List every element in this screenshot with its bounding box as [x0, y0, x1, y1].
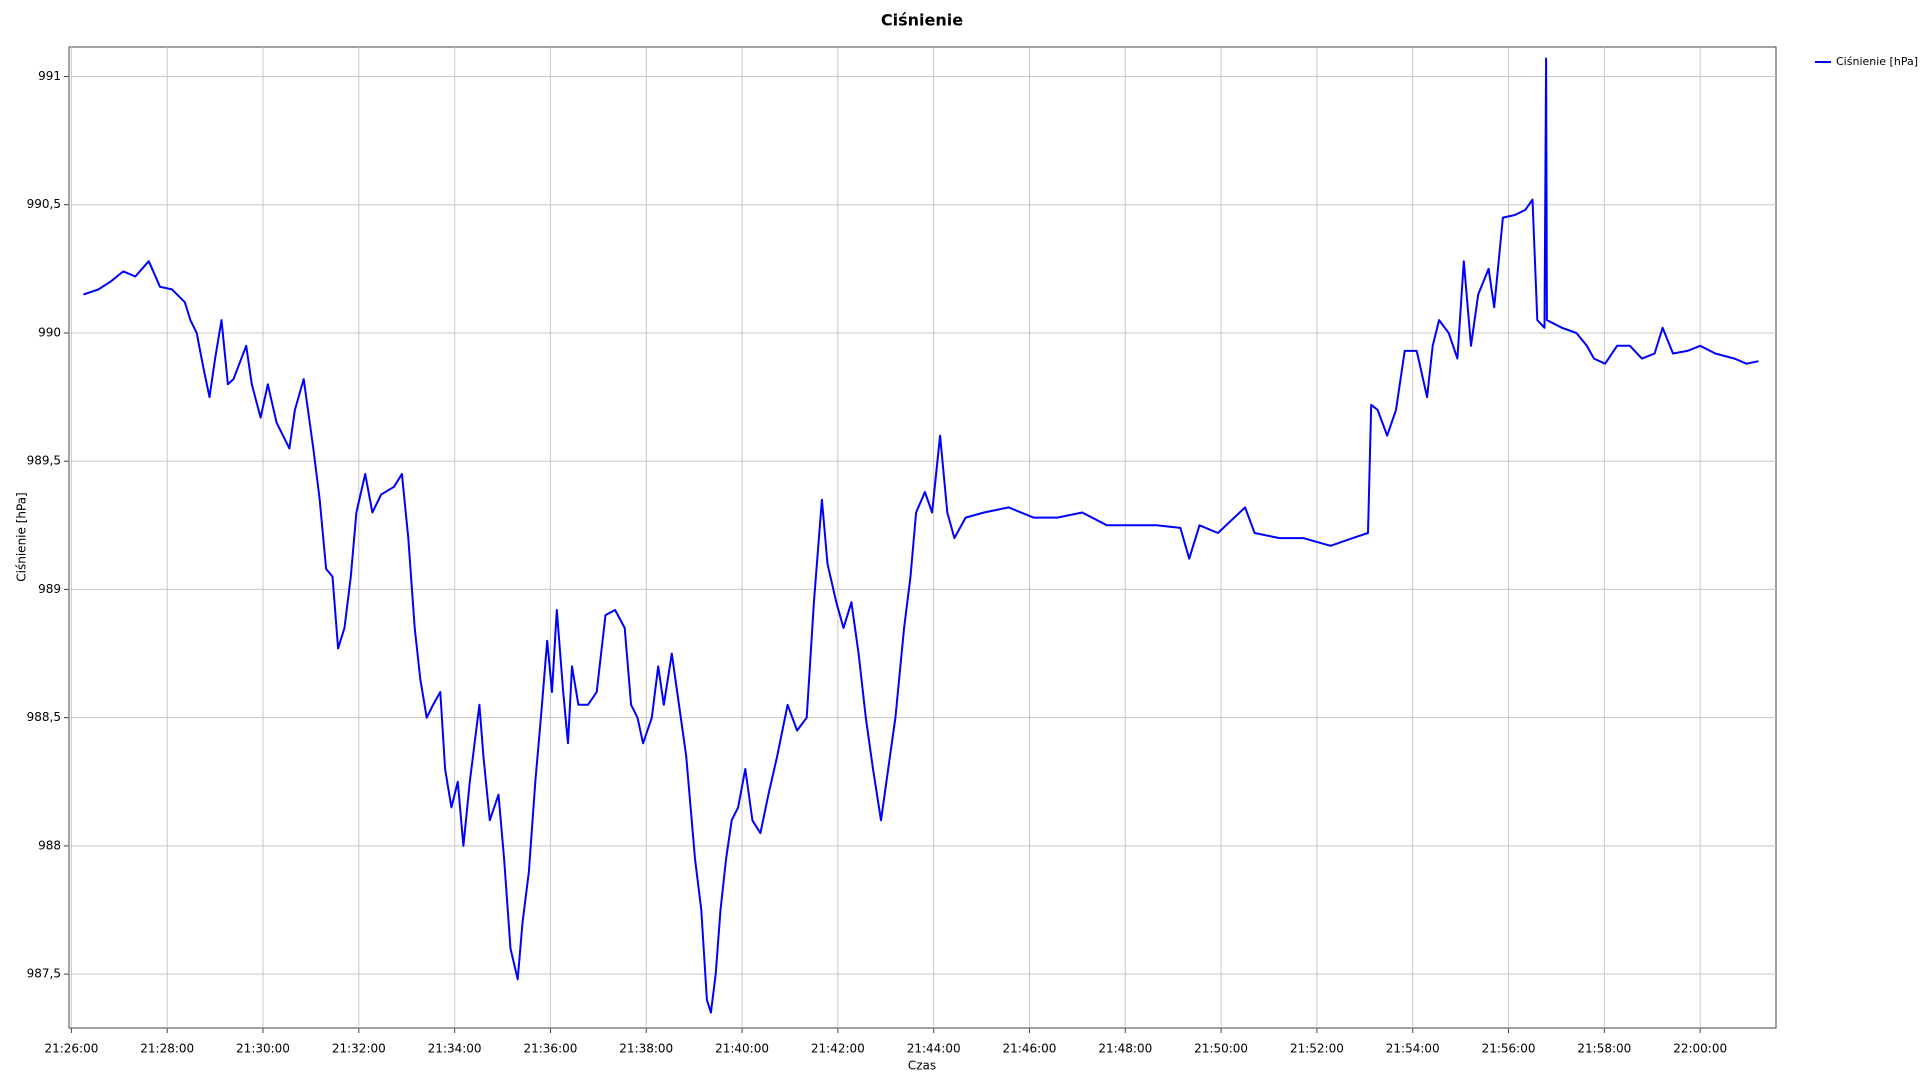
y-tick-label: 989,5: [27, 454, 61, 468]
x-tick-label: 21:44:00: [907, 1042, 961, 1056]
x-tick-label: 21:40:00: [715, 1042, 769, 1056]
x-tick-label: 21:50:00: [1194, 1042, 1248, 1056]
y-tick-label: 991: [38, 69, 61, 83]
y-tick-label: 990: [38, 325, 61, 339]
y-tick-label: 990,5: [27, 197, 61, 211]
x-tick-label: 21:36:00: [523, 1042, 577, 1056]
x-tick-label: 21:32:00: [332, 1042, 386, 1056]
y-tick-label: 989: [38, 582, 61, 596]
x-tick-label: 21:46:00: [1003, 1042, 1057, 1056]
y-tick-label: 988,5: [27, 710, 61, 724]
x-tick-label: 21:34:00: [428, 1042, 482, 1056]
chart-title: Ciśnienie: [881, 11, 963, 30]
x-tick-label: 22:00:00: [1673, 1042, 1727, 1056]
y-axis-label: Ciśnienie [hPa]: [15, 492, 29, 581]
x-tick-label: 21:58:00: [1577, 1042, 1631, 1056]
x-tick-label: 21:26:00: [44, 1042, 98, 1056]
y-tick-label: 987,5: [27, 967, 61, 981]
data-line: [83, 57, 1759, 1014]
x-tick-label: 21:38:00: [619, 1042, 673, 1056]
x-tick-label: 21:48:00: [1098, 1042, 1152, 1056]
plot-frame: [68, 46, 1777, 1029]
y-tick-label: 988: [38, 838, 61, 852]
x-tick-label: 21:28:00: [140, 1042, 194, 1056]
x-tick-label: 21:30:00: [236, 1042, 290, 1056]
x-tick-label: 21:54:00: [1386, 1042, 1440, 1056]
x-tick-label: 21:42:00: [811, 1042, 865, 1056]
legend-label: Ciśnienie [hPa]: [1836, 55, 1918, 68]
x-axis-label: Czas: [908, 1059, 936, 1073]
x-tick-label: 21:52:00: [1290, 1042, 1344, 1056]
x-tick-label: 21:56:00: [1482, 1042, 1536, 1056]
